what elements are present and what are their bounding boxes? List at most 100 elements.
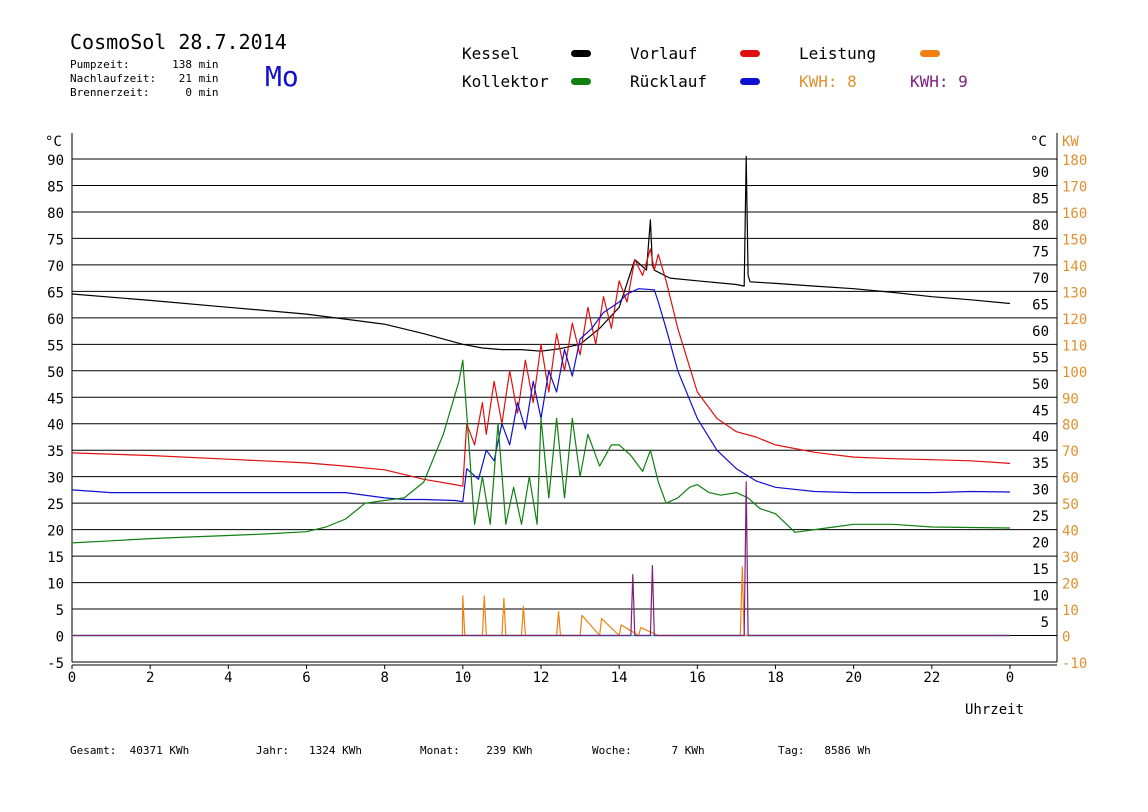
legend-label-kollektor: Kollektor bbox=[462, 72, 549, 91]
y-tick-label-right: 130 bbox=[1062, 285, 1087, 301]
footer-woche: Woche: 7 KWh bbox=[592, 744, 705, 757]
y-tick-label-right: 120 bbox=[1062, 312, 1087, 328]
y-tick-label-left: 40 bbox=[47, 418, 64, 434]
stat-nachlaufzeit: Nachlaufzeit: 21 min bbox=[70, 72, 219, 85]
y-tick-label-left: 75 bbox=[47, 232, 64, 248]
y-tick-label-right: 170 bbox=[1062, 179, 1087, 195]
legend-label-leistung: Leistung bbox=[799, 44, 877, 63]
stat-value: 21 bbox=[178, 72, 192, 85]
x-tick-label: 0 bbox=[1006, 670, 1014, 686]
stat-unit: min bbox=[198, 72, 219, 85]
y-tick-label-right: 150 bbox=[1062, 232, 1087, 248]
x-tick-label: 6 bbox=[302, 670, 310, 686]
y-tick-label-right: 0 bbox=[1062, 630, 1070, 646]
x-axis-label: Uhrzeit bbox=[965, 702, 1024, 718]
series-line-leistung bbox=[72, 566, 1010, 637]
y-tick-label-right: 60 bbox=[1062, 471, 1079, 487]
y-tick-label-right: 80 bbox=[1062, 418, 1079, 434]
y-tick-label-mid: 45 bbox=[1032, 403, 1049, 419]
y-tick-label-mid: 85 bbox=[1032, 191, 1049, 207]
y-tick-label-right: 110 bbox=[1062, 338, 1087, 354]
y-tick-label-mid: 20 bbox=[1032, 536, 1049, 552]
y-tick-label-left: 70 bbox=[47, 259, 64, 275]
y-tick-label-left: 60 bbox=[47, 312, 64, 328]
y-tick-label-right: 50 bbox=[1062, 497, 1079, 513]
x-tick-label: 12 bbox=[533, 670, 550, 686]
y-tick-label-left: 0 bbox=[56, 630, 64, 646]
footer-tag: Tag: 8586 Wh bbox=[778, 744, 871, 757]
x-tick-label: 0 bbox=[68, 670, 76, 686]
legend-label-ruecklauf: Rücklauf bbox=[630, 72, 708, 91]
series-line-r-cklauf bbox=[71, 288, 1011, 503]
legend-kwh-8: KWH: 8 bbox=[799, 72, 857, 91]
y-tick-label-mid: 35 bbox=[1032, 456, 1049, 472]
y-axis-label-right: KW bbox=[1062, 134, 1079, 150]
y-tick-label-mid: 5 bbox=[1041, 615, 1049, 631]
y-tick-label-right: 180 bbox=[1062, 153, 1087, 169]
x-tick-label: 2 bbox=[146, 670, 154, 686]
y-tick-label-right: 10 bbox=[1062, 603, 1079, 619]
x-tick-label: 22 bbox=[923, 670, 940, 686]
y-tick-label-left: 35 bbox=[47, 444, 64, 460]
stat-unit: min bbox=[198, 58, 219, 71]
stat-value: 0 bbox=[185, 86, 192, 99]
y-tick-label-right: -10 bbox=[1062, 656, 1087, 672]
legend-swatch-vorlauf bbox=[740, 50, 760, 57]
series-line-kessel bbox=[71, 155, 1011, 352]
x-tick-label: 10 bbox=[454, 670, 471, 686]
y-tick-label-left: 45 bbox=[47, 391, 64, 407]
y-tick-label-right: 140 bbox=[1062, 259, 1087, 275]
y-tick-label-mid: 70 bbox=[1032, 271, 1049, 287]
legend-swatch-kessel bbox=[571, 50, 591, 57]
legend-swatch-ruecklauf bbox=[740, 78, 760, 85]
stat-pumpzeit: Pumpzeit: 138 min bbox=[70, 58, 219, 71]
x-tick-label: 8 bbox=[380, 670, 388, 686]
footer-gesamt: Gesamt: 40371 KWh bbox=[70, 744, 190, 757]
y-tick-label-right: 30 bbox=[1062, 550, 1079, 566]
y-tick-label-right: 40 bbox=[1062, 524, 1079, 540]
y-tick-label-right: 90 bbox=[1062, 391, 1079, 407]
footer-monat: Monat: 239 KWh bbox=[420, 744, 533, 757]
y-tick-label-left: -5 bbox=[47, 656, 64, 672]
stat-unit: min bbox=[198, 86, 219, 99]
y-tick-label-right: 20 bbox=[1062, 577, 1079, 593]
y-tick-label-left: 65 bbox=[47, 285, 64, 301]
series-line-vorlauf bbox=[71, 248, 1011, 487]
y-tick-label-right: 160 bbox=[1062, 206, 1087, 222]
legend-label-kessel: Kessel bbox=[462, 44, 520, 63]
y-axis-label-left: °C bbox=[45, 134, 62, 150]
series-line-kwh-9 bbox=[72, 481, 1010, 637]
y-tick-label-left: 20 bbox=[47, 524, 64, 540]
y-tick-label-left: 80 bbox=[47, 206, 64, 222]
y-tick-label-mid: 25 bbox=[1032, 509, 1049, 525]
y-tick-label-left: 85 bbox=[47, 179, 64, 195]
y-tick-label-left: 50 bbox=[47, 365, 64, 381]
y-tick-label-left: 10 bbox=[47, 577, 64, 593]
stat-label: Brennerzeit: bbox=[70, 86, 150, 99]
stat-brennerzeit: Brennerzeit: 0 min bbox=[70, 86, 219, 99]
y-tick-label-mid: 60 bbox=[1032, 324, 1049, 340]
x-tick-label: 20 bbox=[845, 670, 862, 686]
x-tick-label: 16 bbox=[689, 670, 706, 686]
y-tick-label-mid: 10 bbox=[1032, 589, 1049, 605]
y-tick-label-mid: 50 bbox=[1032, 377, 1049, 393]
y-tick-label-mid: 75 bbox=[1032, 244, 1049, 260]
y-tick-label-left: 15 bbox=[47, 550, 64, 566]
y-axis-label-mid: °C bbox=[1030, 134, 1047, 150]
footer-jahr: Jahr: 1324 KWh bbox=[256, 744, 362, 757]
y-tick-label-mid: 15 bbox=[1032, 562, 1049, 578]
chart-title: CosmoSol 28.7.2014 bbox=[70, 30, 287, 54]
stat-value: 138 bbox=[172, 58, 192, 71]
y-tick-label-mid: 90 bbox=[1032, 165, 1049, 181]
stat-label: Nachlaufzeit: bbox=[70, 72, 157, 85]
x-tick-label: 4 bbox=[224, 670, 232, 686]
y-tick-label-mid: 80 bbox=[1032, 218, 1049, 234]
legend-label-vorlauf: Vorlauf bbox=[630, 44, 698, 63]
legend-kwh-9: KWH: 9 bbox=[910, 72, 968, 91]
legend-swatch-kollektor bbox=[571, 78, 591, 85]
y-tick-label-left: 55 bbox=[47, 338, 64, 354]
y-tick-label-left: 25 bbox=[47, 497, 64, 513]
x-tick-label: 18 bbox=[767, 670, 784, 686]
y-tick-label-mid: 55 bbox=[1032, 350, 1049, 366]
